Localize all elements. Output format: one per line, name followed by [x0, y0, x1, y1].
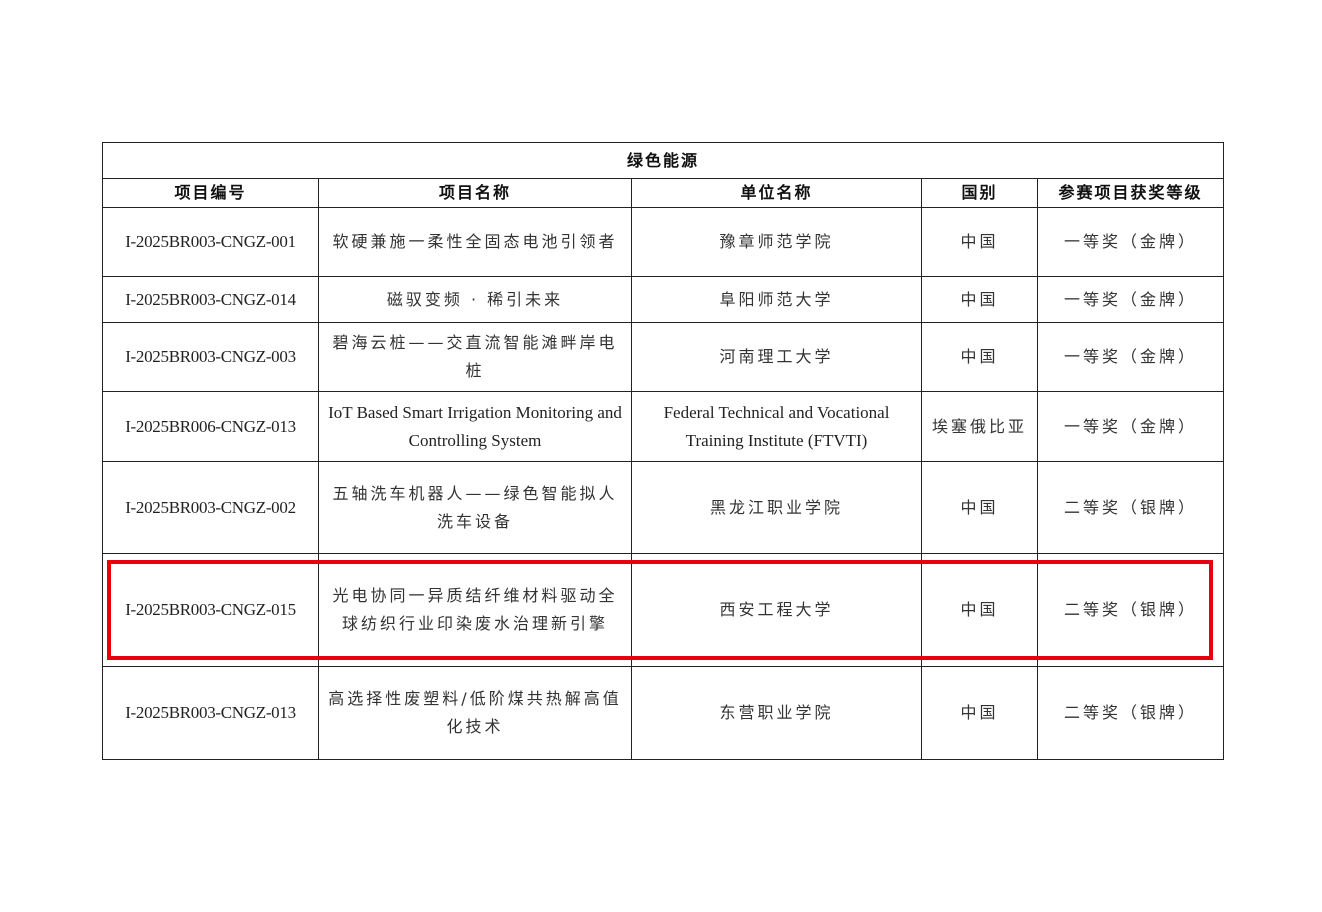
header-name: 项目名称 [318, 178, 632, 208]
cell-award: 一等奖（金牌） [1036, 391, 1225, 462]
awards-table: 绿色能源 项目编号 项目名称 单位名称 国别 参赛项目获奖等级 I-2025BR… [101, 142, 1225, 760]
table-row: I-2025BR003-CNGZ-013 高选择性废塑料/低阶煤共热解高值化技术东… [102, 666, 1225, 760]
cell-id: I-2025BR003-CNGZ-003 [102, 322, 319, 392]
cell-country: 中国 [921, 461, 1038, 554]
cell-country: 中国 [921, 553, 1038, 667]
table-row: I-2025BR006-CNGZ-013 IoT Based Smart Irri… [102, 391, 1225, 462]
cell-unit: 豫章师范学院 [631, 207, 922, 277]
cell-name: 高选择性废塑料/低阶煤共热解高值化技术 [318, 666, 632, 760]
cell-unit: 西安工程大学 [631, 553, 922, 667]
cell-id: I-2025BR006-CNGZ-013 [102, 391, 319, 462]
table-row: I-2025BR003-CNGZ-014 磁驭变频 · 稀引未来 阜阳师范大学 中国一… [102, 276, 1225, 323]
cell-award: 二等奖（银牌） [1036, 666, 1225, 760]
cell-unit: Federal Technical and Vocational Trainin… [631, 391, 922, 462]
cell-award: 一等奖（金牌） [1036, 276, 1225, 323]
cell-name: 光电协同一异质结纤维材料驱动全球纺织行业印染废水治理新引擎 [318, 553, 632, 667]
cell-unit: 河南理工大学 [631, 322, 922, 392]
header-award: 参赛项目获奖等级 [1036, 178, 1225, 208]
cell-name: 磁驭变频 · 稀引未来 [318, 276, 632, 323]
table-row: I-2025BR003-CNGZ-001 软硬兼施一柔性全固态电池引领者 豫章师范学… [102, 207, 1225, 277]
table-row: I-2025BR003-CNGZ-015 光电协同一异质结纤维材料驱动全球纺织行业… [102, 553, 1225, 667]
cell-country: 中国 [921, 666, 1038, 760]
cell-country: 中国 [921, 322, 1038, 392]
cell-country: 中国 [921, 207, 1038, 277]
header-row: 项目编号 项目名称 单位名称 国别 参赛项目获奖等级 [102, 178, 1225, 208]
cell-name: 碧海云桩——交直流智能滩畔岸电桩 [318, 322, 632, 392]
cell-country: 中国 [921, 276, 1038, 323]
cell-award: 一等奖（金牌） [1036, 322, 1225, 392]
cell-award: 二等奖（银牌） [1036, 461, 1225, 554]
cell-id: I-2025BR003-CNGZ-015 [102, 553, 319, 667]
cell-id: I-2025BR003-CNGZ-001 [102, 207, 319, 277]
cell-name: 五轴洗车机器人——绿色智能拟人洗车设备 [318, 461, 632, 554]
cell-unit: 阜阳师范大学 [631, 276, 922, 323]
cell-name: 软硬兼施一柔性全固态电池引领者 [318, 207, 632, 277]
cell-award: 一等奖（金牌） [1036, 207, 1225, 277]
table-row: I-2025BR003-CNGZ-002 五轴洗车机器人——绿色智能拟人洗车设备黑… [102, 461, 1225, 554]
cell-award: 二等奖（银牌） [1036, 553, 1225, 667]
table-title: 绿色能源 [101, 142, 1225, 179]
cell-id: I-2025BR003-CNGZ-002 [102, 461, 319, 554]
cell-unit: 东营职业学院 [631, 666, 922, 760]
header-id: 项目编号 [102, 178, 319, 208]
cell-unit: 黑龙江职业学院 [631, 461, 922, 554]
cell-id: I-2025BR003-CNGZ-013 [102, 666, 319, 760]
cell-country: 埃塞俄比亚 [921, 391, 1038, 462]
cell-id: I-2025BR003-CNGZ-014 [102, 276, 319, 323]
cell-name: IoT Based Smart Irrigation Monitoring an… [318, 391, 632, 462]
header-country: 国别 [921, 178, 1038, 208]
header-unit: 单位名称 [631, 178, 922, 208]
table-row: I-2025BR003-CNGZ-003 碧海云桩——交直流智能滩畔岸电桩 河南理工… [102, 322, 1225, 392]
